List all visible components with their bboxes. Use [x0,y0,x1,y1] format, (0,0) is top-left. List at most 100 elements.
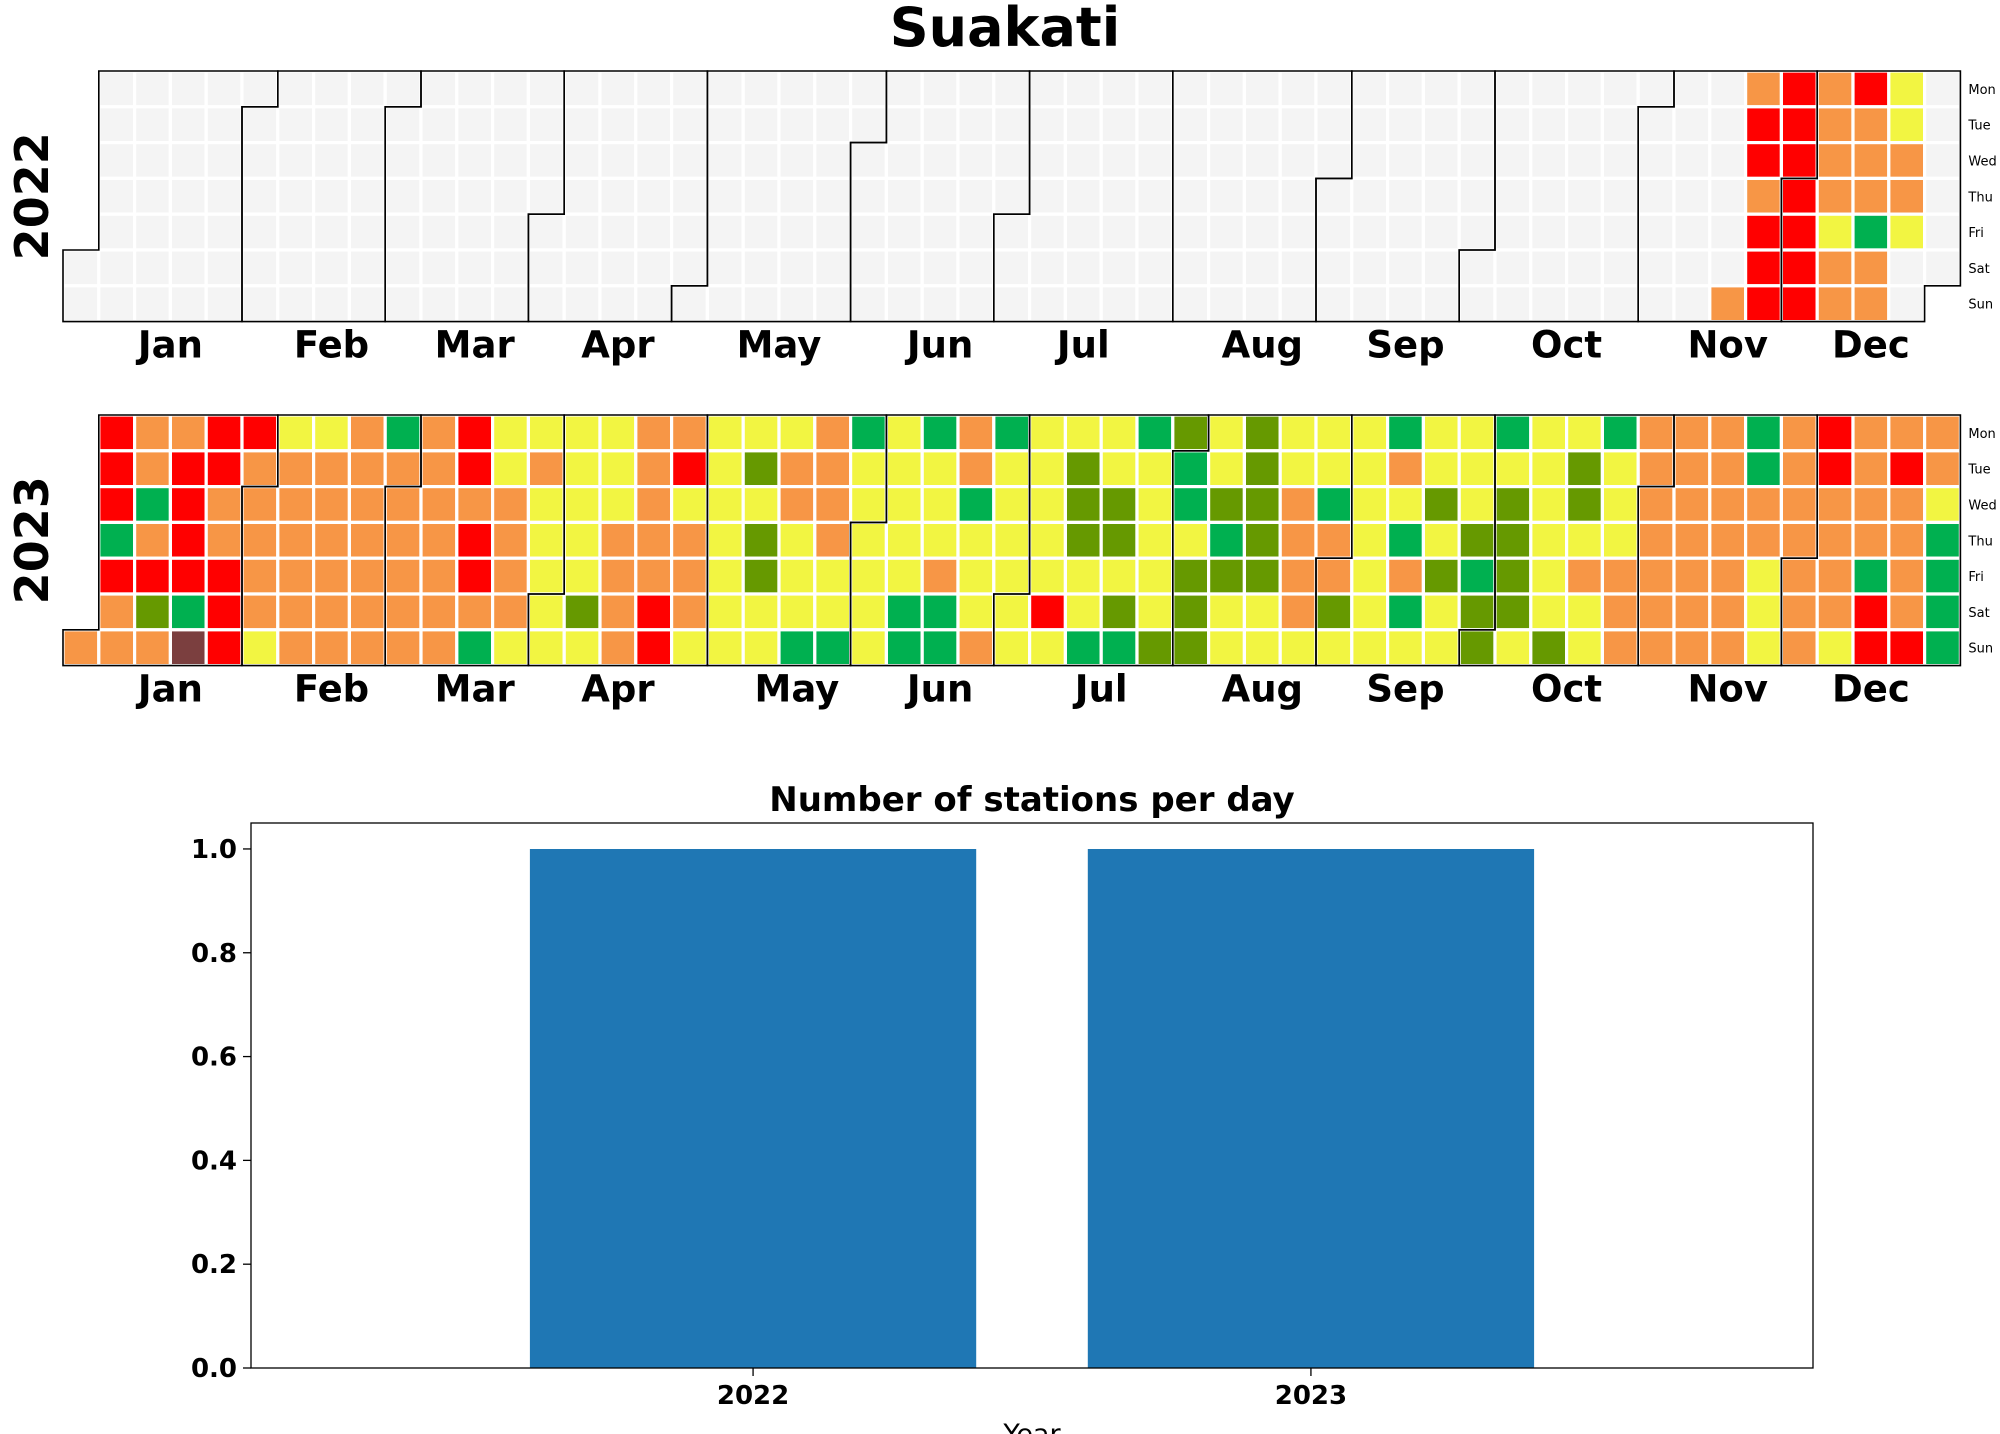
month-label: Dec [1832,324,1910,367]
day-cell [741,212,781,252]
day-cell [312,556,352,596]
day-cell [1672,176,1712,216]
month-outline [1780,70,1962,323]
day-cell [705,248,745,288]
day-cell [884,485,924,525]
day-cell [491,212,531,252]
day-cell [133,556,173,596]
day-cell [1099,556,1139,596]
day-cell [1242,413,1282,453]
day-cell [1564,556,1604,596]
day-cell [741,520,781,560]
day-cell [1099,413,1139,453]
day-cell [1027,449,1067,489]
day-cell [383,628,423,668]
day-cell [240,592,280,632]
day-cell [1063,413,1103,453]
day-cell [1922,628,1962,668]
day-cell [1922,449,1962,489]
day-cell [347,176,387,216]
day-cell [705,141,745,181]
day-cell [1600,141,1640,181]
day-cell [1708,248,1748,288]
month-label: Jan [135,668,203,711]
day-cell [1851,628,1891,668]
day-cell [992,248,1032,288]
day-cell [884,105,924,145]
day-cell [1493,248,1533,288]
day-cell [455,69,495,109]
day-cell [1887,556,1927,596]
day-cell [1027,520,1067,560]
day-cell [1779,485,1819,525]
day-cell [1564,284,1604,324]
day-cell [204,284,244,324]
day-cell [1385,69,1425,109]
day-cell [1206,284,1246,324]
day-cell [168,556,208,596]
day-cell [240,248,280,288]
day-cell [1350,212,1390,252]
day-cell [312,520,352,560]
day-cell [1206,212,1246,252]
day-cell [741,449,781,489]
weekday-label: Sat [1968,262,1989,277]
day-cell [1350,105,1390,145]
day-cell [1314,520,1354,560]
month-label: May [755,668,840,711]
day-cell [1922,176,1962,216]
day-cell [419,69,459,109]
day-cell [884,556,924,596]
day-cell [1314,105,1354,145]
month-label: Sep [1366,668,1444,711]
day-cell [97,105,137,145]
day-cell [1027,176,1067,216]
day-cell [1385,449,1425,489]
day-cell [204,413,244,453]
day-cell [1600,212,1640,252]
day-cell [1385,212,1425,252]
day-cell [455,212,495,252]
day-cell [705,592,745,632]
day-cell [1851,248,1891,288]
day-cell [705,556,745,596]
day-cell [813,485,853,525]
day-cell [1493,520,1533,560]
day-cell [1779,284,1819,324]
day-cell [276,284,316,324]
day-cell [419,284,459,324]
day-cell [1636,520,1676,560]
day-cell [1350,141,1390,181]
day-cell [634,592,674,632]
day-cell [1457,212,1497,252]
day-cell [848,556,888,596]
day-cell [1851,212,1891,252]
day-cell [956,105,996,145]
weekday-label: Fri [1968,226,1984,241]
day-cell [920,105,960,145]
day-cell [1851,449,1891,489]
day-cell [1708,69,1748,109]
day-cell [1350,284,1390,324]
day-cell [1457,556,1497,596]
weekday-label: Wed [1968,499,1996,514]
day-cell [777,212,817,252]
day-cell [1421,248,1461,288]
day-cell [97,449,137,489]
day-cell [813,176,853,216]
day-cell [741,284,781,324]
day-cell [97,69,137,109]
y-tick-label: 1.0 [191,835,237,865]
day-cell [1135,248,1175,288]
day-cell [1529,413,1569,453]
day-cell [920,69,960,109]
day-cell [168,413,208,453]
day-cell [1922,413,1962,453]
day-cell [884,449,924,489]
day-cell [1815,141,1855,181]
day-cell [1314,141,1354,181]
day-cell [1636,413,1676,453]
day-cell [1099,141,1139,181]
day-cell [1063,69,1103,109]
day-cell [133,212,173,252]
